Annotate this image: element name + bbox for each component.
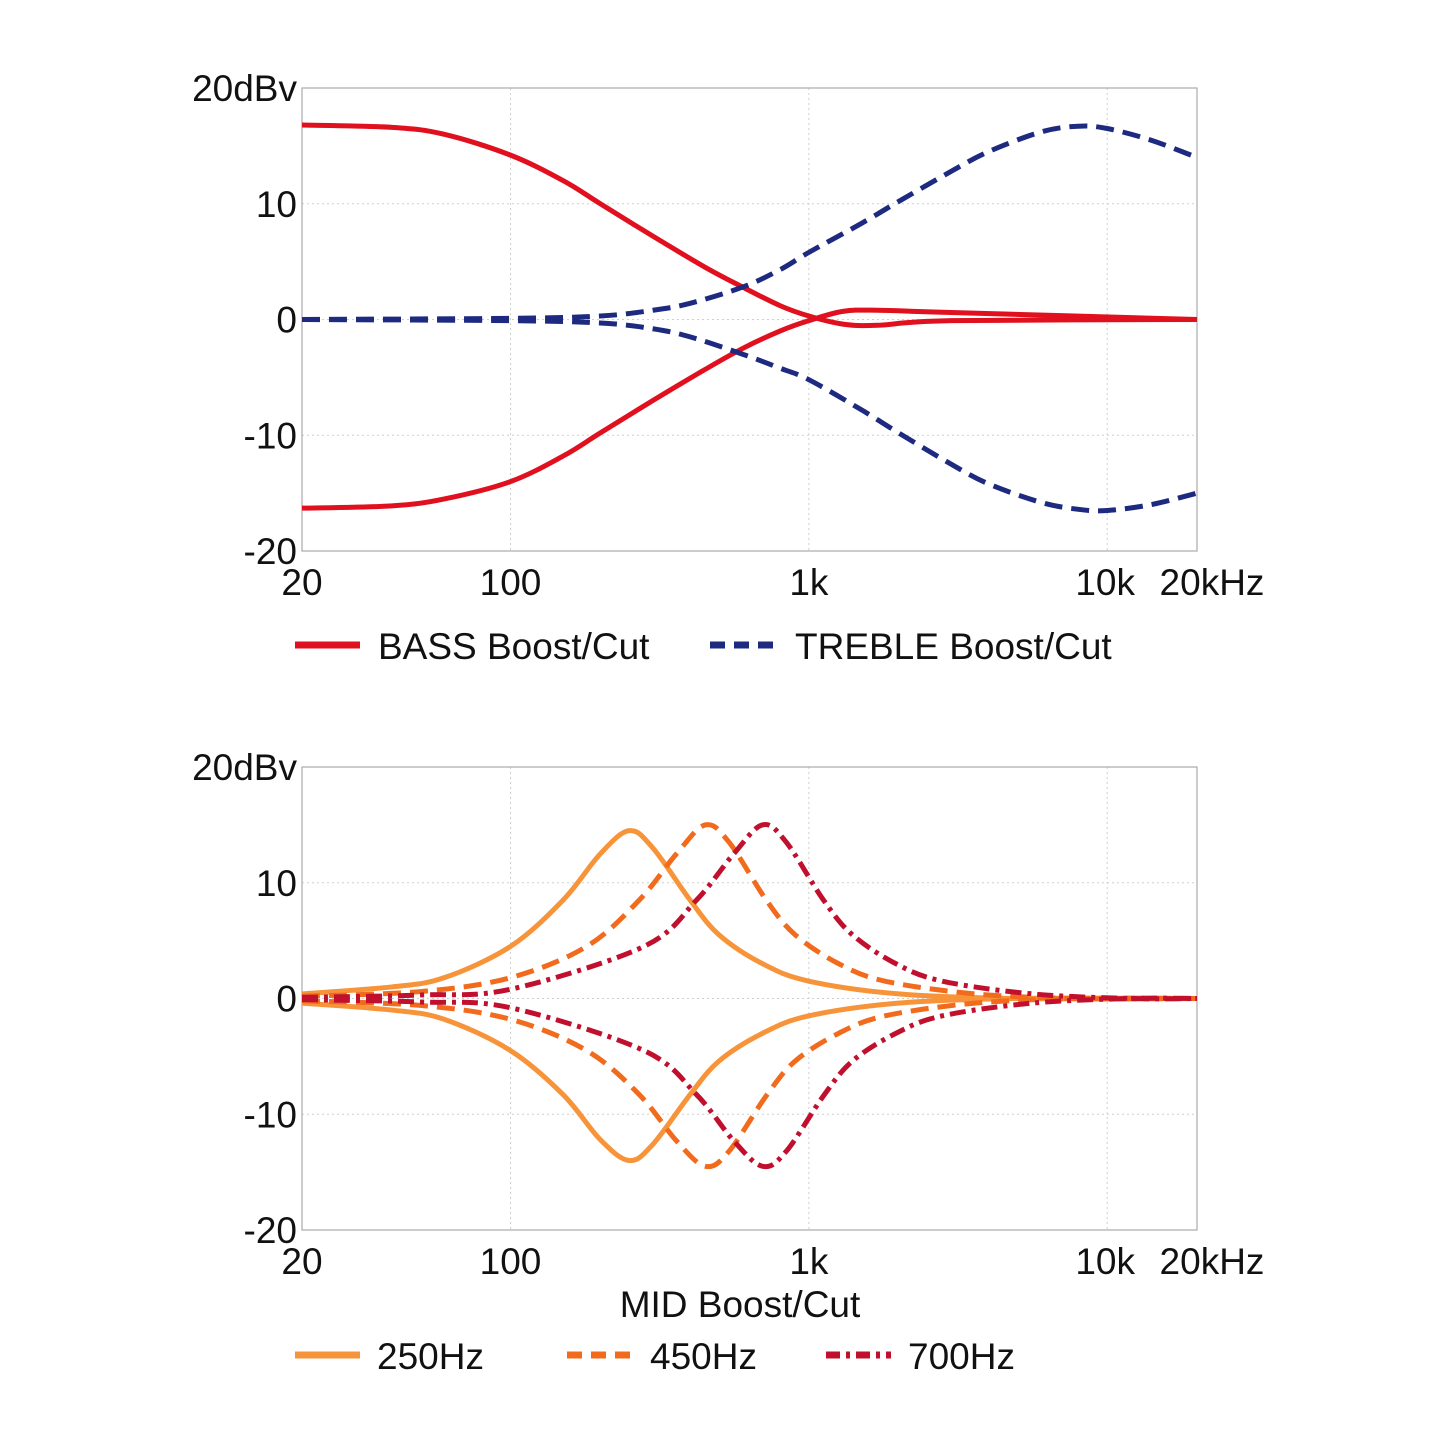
legend-label: 700Hz xyxy=(908,1336,1015,1377)
y-tick-label: -10 xyxy=(244,1094,297,1135)
series-line-1-2 xyxy=(301,307,1198,511)
x-tick-label: 20kHz xyxy=(1160,562,1265,603)
legend-label: 450Hz xyxy=(650,1336,757,1377)
legend-label: BASS Boost/Cut xyxy=(378,626,650,667)
series-line-1-1 xyxy=(301,122,1198,329)
series-line-2-2 xyxy=(301,995,1198,1164)
legend-label: TREBLE Boost/Cut xyxy=(795,626,1112,667)
x-tick-label: 10k xyxy=(1075,562,1135,603)
x-tick-label: 10k xyxy=(1075,1241,1135,1282)
y-tick-label: 10 xyxy=(256,863,297,904)
x-axis-label: MID Boost/Cut xyxy=(620,1284,861,1325)
series-line-1-4 xyxy=(301,317,1198,514)
y-tick-label: 20dBv xyxy=(192,68,297,109)
y-tick-label: 10 xyxy=(256,184,297,225)
x-tick-label: 100 xyxy=(480,1241,542,1282)
y-tick-label: 0 xyxy=(276,300,297,341)
x-tick-label: 1k xyxy=(789,1241,829,1282)
x-tick-label: 100 xyxy=(480,562,542,603)
y-tick-label: -20 xyxy=(244,531,297,572)
x-tick-label: 1k xyxy=(789,562,829,603)
series-line-2-1 xyxy=(301,828,1198,1002)
series-line-2-6 xyxy=(301,995,1198,1170)
legend-label: 250Hz xyxy=(377,1336,484,1377)
x-tick-label: 20 xyxy=(281,562,322,603)
y-tick-label: 20dBv xyxy=(192,747,297,788)
y-tick-label: -20 xyxy=(244,1210,297,1251)
y-tick-label: 0 xyxy=(276,979,297,1020)
y-tick-label: -10 xyxy=(244,415,297,456)
x-tick-label: 20 xyxy=(281,1241,322,1282)
series-line-1-3 xyxy=(301,123,1198,322)
x-tick-label: 20kHz xyxy=(1160,1241,1265,1282)
series-line-2-3 xyxy=(301,822,1198,1002)
series-line-2-4 xyxy=(301,995,1198,1170)
series-line-2-5 xyxy=(301,822,1198,1002)
